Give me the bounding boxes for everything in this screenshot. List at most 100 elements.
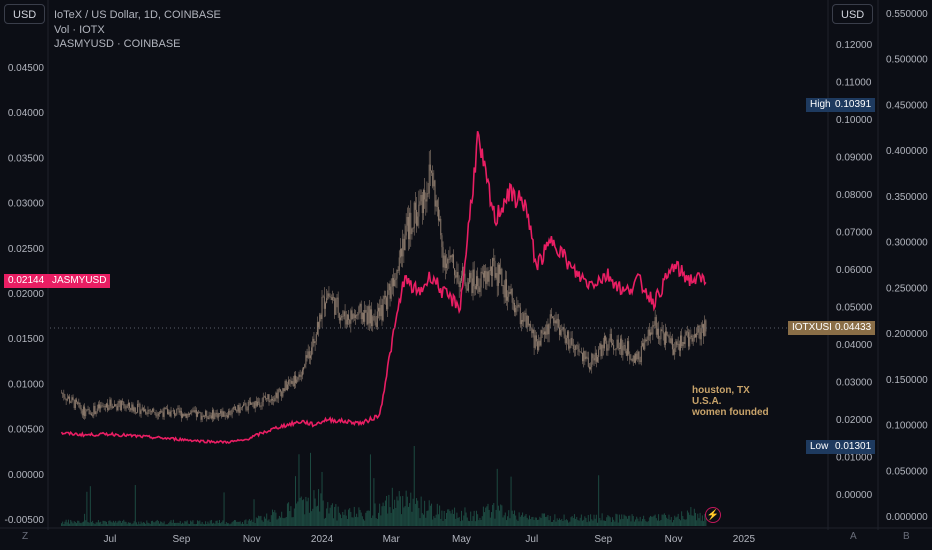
iotx-candle <box>202 415 204 417</box>
iotx-candle <box>366 312 368 325</box>
iotx-candle <box>365 309 367 313</box>
volume-bar <box>115 520 117 526</box>
volume-bar <box>186 520 188 526</box>
volume-bar <box>307 497 309 526</box>
iotx-candle <box>61 392 63 394</box>
iotx-candle <box>263 396 265 398</box>
volume-bar <box>697 513 699 526</box>
volume-bar <box>99 522 101 526</box>
iotx-candle <box>584 351 586 360</box>
iotx-candle <box>587 357 589 367</box>
volume-bar <box>168 523 170 526</box>
iotx-candle <box>227 415 229 418</box>
iotx-candle <box>115 404 117 407</box>
iotx-candle <box>395 278 397 280</box>
iotx-candle <box>631 359 633 362</box>
volume-bar <box>328 513 330 526</box>
iotx-candle <box>388 283 390 291</box>
volume-bar <box>458 517 460 526</box>
volume-bar <box>89 486 91 526</box>
iotx-candle <box>641 343 643 347</box>
log-scale-button[interactable]: B <box>903 531 910 542</box>
volume-bar <box>109 520 111 526</box>
volume-bar <box>425 517 427 526</box>
volume-bar <box>207 521 209 526</box>
right-axis-tick: 0.500000 <box>886 55 928 66</box>
iotx-candle <box>92 415 94 416</box>
currency-button-left[interactable]: USD <box>4 4 46 24</box>
volume-bar <box>364 520 366 526</box>
volume-bar <box>246 523 248 526</box>
volume-bar <box>280 517 282 526</box>
volume-bar <box>503 515 505 526</box>
iotx-candle <box>315 334 317 342</box>
iotx-candle <box>205 410 207 417</box>
iotx-candle <box>478 286 480 292</box>
volume-bar <box>94 524 96 526</box>
volume-bar <box>379 503 381 526</box>
timezone-button[interactable]: Z <box>22 531 29 542</box>
iotx-candle <box>183 414 185 417</box>
iotx-candle <box>456 271 458 278</box>
volume-bar <box>350 511 352 526</box>
iotx-candle <box>122 401 124 402</box>
volume-bar <box>319 511 321 526</box>
iotx-candle <box>705 320 707 332</box>
volume-bar <box>607 515 609 526</box>
volume-bar <box>224 523 226 526</box>
volume-bar <box>178 522 180 526</box>
iotx-candle <box>570 337 572 346</box>
iotx-candle <box>618 348 620 350</box>
volume-bar <box>78 520 80 526</box>
iotx-candle <box>290 380 292 384</box>
volume-bar <box>667 519 669 526</box>
mid-axis-tick: 0.02000 <box>836 415 873 426</box>
iotx-candle <box>577 345 579 350</box>
iotx-candle <box>182 414 184 418</box>
iotx-candle <box>296 379 298 383</box>
iotx-candle <box>94 405 96 415</box>
volume-bar <box>161 521 163 526</box>
iotx-candle <box>299 374 301 377</box>
volume-bar <box>560 520 562 526</box>
volume-bar <box>274 510 276 526</box>
iotx-candle <box>472 269 474 294</box>
volume-bar <box>504 512 506 526</box>
currency-button-right[interactable]: USD <box>832 4 874 24</box>
iotx-candle <box>665 331 667 345</box>
iotx-candle <box>338 313 340 321</box>
iotx-candle <box>380 304 382 317</box>
iotx-candle <box>379 307 381 317</box>
iotx-candle <box>682 341 684 347</box>
iotx-candle <box>177 408 179 410</box>
volume-bar <box>452 513 454 526</box>
iotx-candle <box>311 347 313 356</box>
iotx-candle <box>700 328 702 340</box>
iotx-candle <box>229 410 231 415</box>
iotx-candle <box>500 268 502 275</box>
iotx-candle <box>241 406 243 408</box>
volume-bar <box>322 500 324 526</box>
iotx-candle <box>661 329 663 331</box>
volume-bar <box>609 517 611 526</box>
iotx-candle <box>358 306 360 315</box>
iotx-candle <box>573 349 575 350</box>
volume-bar <box>233 520 235 526</box>
iotx-candle <box>492 258 494 277</box>
iotx-candle <box>481 271 483 273</box>
volume-bar <box>222 520 224 526</box>
volume-bar <box>278 515 280 526</box>
volume-legend[interactable]: Vol · IOTX <box>54 24 105 36</box>
volume-bar <box>402 495 404 526</box>
volume-bar <box>608 516 610 526</box>
volume-bar <box>162 523 164 526</box>
auto-scale-button[interactable]: A <box>850 531 857 542</box>
iotx-candle <box>606 340 608 351</box>
overlay-legend[interactable]: JASMYUSD · COINBASE <box>54 38 181 50</box>
iotx-candle <box>479 287 481 292</box>
iotx-candle <box>703 324 705 336</box>
volume-bar <box>401 514 403 526</box>
volume-bar <box>126 523 128 526</box>
mid-axis-tick: 0.07000 <box>836 228 873 239</box>
lightning-icon[interactable]: ⚡ <box>705 507 721 523</box>
